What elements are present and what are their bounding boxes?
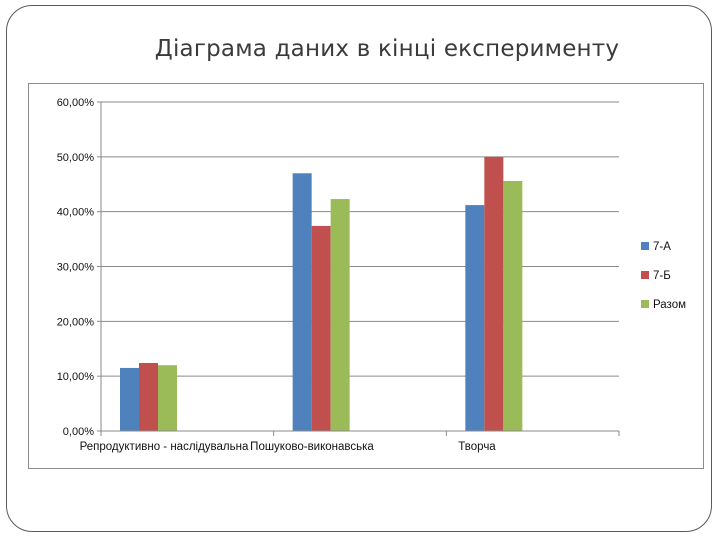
y-tick-label: 30,00% xyxy=(57,262,95,274)
legend-swatch xyxy=(641,271,649,279)
legend: 7-А 7-Б Разом xyxy=(641,241,686,311)
slide-title: Діаграма даних в кінці експерименту xyxy=(154,36,620,62)
chart-frame: 0,00% 10,00% 20,00% 30,00% 40,00% 50,00% 60,00… xyxy=(28,83,704,469)
legend-label: 7-А xyxy=(653,241,671,253)
axes xyxy=(97,101,620,436)
y-tick-label: 40,00% xyxy=(57,207,95,219)
y-tick-label: 60,00% xyxy=(57,97,95,109)
bar xyxy=(292,173,312,431)
slide: Діаграма даних в кінці експерименту 0,00… xyxy=(6,5,712,532)
bar xyxy=(330,199,350,431)
legend-swatch xyxy=(641,300,649,308)
bar-chart: 0,00% 10,00% 20,00% 30,00% 40,00% 50,00% 60,00… xyxy=(57,97,686,453)
bar xyxy=(139,363,158,431)
x-tick-label: Репродуктивно - наслідувальна xyxy=(80,441,249,453)
bar xyxy=(311,225,331,431)
gridlines xyxy=(101,101,619,377)
y-tick-label: 10,00% xyxy=(57,371,95,383)
bar xyxy=(465,205,485,431)
axis-labels: 0,00% 10,00% 20,00% 30,00% 40,00% 50,00% 60,00… xyxy=(57,97,497,453)
legend-swatch xyxy=(641,242,649,250)
bars xyxy=(120,156,523,431)
bar xyxy=(158,365,177,431)
y-tick-label: 50,00% xyxy=(57,152,95,164)
legend-label: 7-Б xyxy=(653,270,671,282)
y-tick-label: 20,00% xyxy=(57,316,95,328)
bar xyxy=(484,156,504,431)
x-tick-label: Творча xyxy=(458,441,496,453)
x-tick-label: Пошуково-виконавська xyxy=(250,441,374,453)
y-tick-label: 0,00% xyxy=(63,426,94,438)
bar xyxy=(503,180,523,431)
bar xyxy=(120,367,139,431)
legend-label: Разом xyxy=(653,299,686,311)
